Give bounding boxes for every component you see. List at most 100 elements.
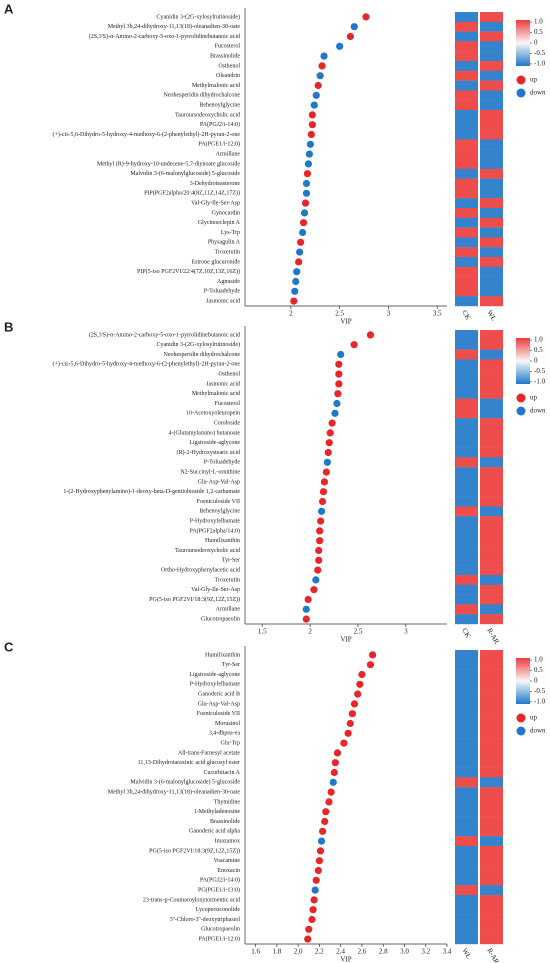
- category-label: Val-Gly-Ile-Ser-Asp: [191, 587, 240, 593]
- legend-label: down: [530, 89, 546, 97]
- category-label: Jasmonic acid: [206, 381, 240, 387]
- heat-cell: [455, 339, 478, 350]
- heat-cell: [455, 408, 478, 419]
- category-label: Neohesperidin dihydrochalcone: [164, 352, 241, 358]
- category-label: Tyr-Ser: [222, 558, 240, 564]
- heat-cell: [480, 369, 503, 380]
- category-label: Voacamine: [213, 858, 240, 864]
- heat-cell: [480, 516, 503, 527]
- dot: [322, 468, 330, 476]
- heat-cell: [455, 806, 478, 817]
- dot: [325, 439, 333, 447]
- category-label: Cyanidin 3-(2G-xylosylrutinoside): [157, 341, 241, 348]
- legend-label: up: [530, 394, 538, 402]
- heat-cell: [480, 816, 503, 827]
- x-tick-label: 3.5: [433, 310, 442, 318]
- category-label: Cucurbitacin A: [204, 770, 241, 776]
- heat-cell: [455, 669, 478, 680]
- category-label: Coroloside: [214, 420, 241, 426]
- heat-cell: [455, 110, 478, 120]
- heat-cell: [480, 748, 503, 758]
- heat-cell: [455, 535, 478, 546]
- heat-cell: [480, 708, 503, 719]
- category-label: Glucotropaeolin: [201, 927, 240, 933]
- category-label: Brassinolide: [210, 53, 240, 59]
- heat-cell: [455, 748, 478, 758]
- heat-cell: [455, 178, 478, 189]
- colorbar-tick-label: 1.0: [534, 18, 543, 26]
- heat-cell: [480, 924, 503, 935]
- heat-cell: [480, 428, 503, 438]
- heat-cell: [455, 168, 478, 179]
- heat-cell: [480, 100, 503, 111]
- heat-cell: [455, 359, 478, 370]
- x-tick-label: 1.5: [258, 628, 267, 636]
- category-label: Enoxacin: [217, 868, 240, 874]
- category-label: PA(PGJ2/i-14:0): [200, 121, 240, 128]
- dot: [333, 749, 342, 757]
- heat-cell: [455, 836, 478, 847]
- colorbar-tick-label: 0.5: [534, 666, 543, 674]
- heat-cell: [455, 797, 478, 807]
- category-label: P-Hydroxyfelbamate: [190, 681, 241, 688]
- category-label: All-trans-Farnesyl acetate: [178, 750, 240, 756]
- category-label: 11,13-Dihydrotaraxinic acid glucosyl est…: [138, 760, 240, 766]
- heat-cell: [480, 934, 503, 945]
- heat-cell: [455, 477, 478, 487]
- category-label: Fucosterol: [215, 44, 241, 50]
- heat-cell: [455, 90, 478, 101]
- dot: [310, 586, 318, 594]
- heat-cell: [480, 535, 503, 546]
- category-label: Ganoderic acid alpha: [189, 829, 240, 835]
- category-label: P-Toluadehyde: [204, 289, 241, 295]
- heat-cell: [480, 41, 503, 52]
- heat-cell: [480, 604, 503, 615]
- category-label: Imazamox: [215, 838, 240, 844]
- dot: [315, 546, 323, 555]
- dot: [327, 788, 335, 796]
- heat-cell: [480, 895, 503, 905]
- heat-cell: [480, 904, 503, 915]
- heat-cell: [455, 757, 478, 768]
- dot: [328, 419, 336, 427]
- heat-cell: [480, 129, 503, 140]
- dot: [334, 390, 342, 398]
- x-tick-label: 3: [404, 628, 408, 636]
- heat-cell: [480, 217, 503, 228]
- category-label: Morusinol: [215, 721, 240, 727]
- dot: [311, 886, 319, 894]
- category-label: Oleandrin: [216, 73, 240, 79]
- heat-cell: [480, 797, 503, 807]
- column-label: R-AR: [485, 627, 500, 646]
- heat-cell: [455, 227, 478, 238]
- dot: [333, 399, 341, 408]
- heat-cell: [455, 31, 478, 42]
- category-label: Ligstroside-aglycone: [189, 672, 240, 678]
- x-axis-label: VIP: [340, 956, 351, 963]
- category-label: Behenoylglycine: [199, 102, 240, 108]
- heat-cell: [455, 467, 478, 478]
- category-label: Tyr-Ser: [222, 662, 240, 668]
- heat-cell: [455, 584, 478, 595]
- dot: [366, 331, 375, 339]
- heat-cell: [480, 565, 503, 576]
- dot: [290, 297, 298, 305]
- dot: [304, 935, 312, 943]
- category-label: Fucosterol: [215, 401, 241, 407]
- dot: [323, 458, 331, 466]
- dot: [319, 488, 328, 496]
- category-label: (2S,3'S)-α-Amino-2-carboxy-5-oxo-1-pyrro…: [89, 331, 240, 338]
- dot: [308, 111, 316, 119]
- legend-label: down: [530, 727, 546, 735]
- legend-marker: [516, 406, 526, 416]
- dot: [336, 42, 344, 50]
- category-label: Glu-Asp-Val-Asp: [198, 701, 240, 707]
- category-label: Armillane: [216, 151, 241, 157]
- colorbar-tick-label: -1.0: [534, 378, 546, 386]
- heat-cell: [480, 21, 503, 32]
- category-label: Humilixanthin: [205, 538, 240, 544]
- dot: [296, 248, 304, 256]
- dot: [344, 729, 352, 737]
- dot: [358, 670, 366, 679]
- heat-cell: [455, 418, 478, 429]
